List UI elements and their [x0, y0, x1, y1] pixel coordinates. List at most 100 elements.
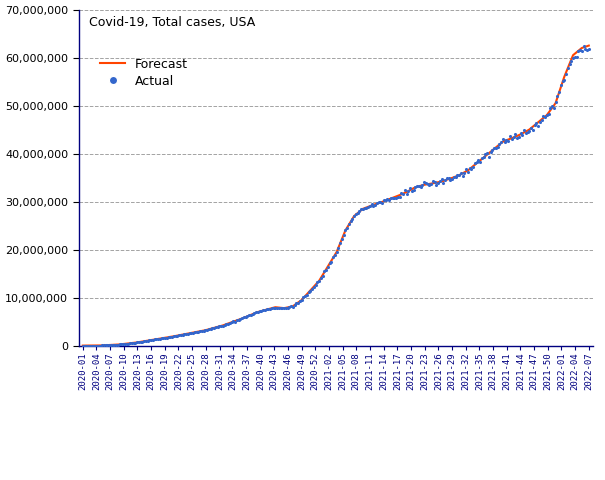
Actual: [442, 174, 452, 182]
Actual: [321, 266, 331, 274]
Actual: [378, 199, 387, 206]
Actual: [204, 325, 214, 333]
Actual: [430, 178, 440, 185]
Actual: [514, 133, 523, 141]
Text: Covid-19, Total cases, USA: Covid-19, Total cases, USA: [89, 16, 255, 29]
Actual: [563, 64, 572, 72]
Actual: [400, 187, 410, 194]
Actual: [307, 285, 317, 292]
Actual: [551, 98, 560, 106]
Actual: [493, 143, 503, 151]
Actual: [407, 187, 417, 194]
Actual: [100, 341, 110, 349]
Actual: [97, 342, 107, 349]
Actual: [374, 198, 384, 206]
Actual: [164, 334, 174, 341]
Actual: [172, 332, 182, 339]
Actual: [280, 304, 289, 312]
Actual: [192, 328, 201, 336]
Actual: [515, 130, 525, 137]
Actual: [427, 180, 436, 188]
Actual: [439, 179, 448, 187]
Actual: [507, 136, 517, 144]
Actual: [132, 338, 142, 346]
Actual: [123, 340, 133, 348]
Actual: [466, 165, 476, 172]
Actual: [264, 305, 273, 313]
Actual: [517, 131, 527, 138]
Actual: [113, 341, 123, 348]
Actual: [241, 313, 250, 321]
Actual: [511, 131, 520, 138]
Actual: [244, 312, 254, 319]
Actual: [564, 60, 574, 68]
Actual: [454, 171, 464, 179]
Actual: [215, 323, 224, 330]
Actual: [146, 336, 156, 344]
Actual: [315, 277, 324, 285]
Actual: [272, 304, 282, 312]
Actual: [528, 127, 538, 134]
Actual: [342, 224, 352, 231]
Actual: [206, 325, 215, 333]
Actual: [143, 337, 152, 345]
Actual: [208, 324, 217, 332]
Actual: [440, 176, 450, 184]
Actual: [145, 336, 154, 344]
Actual: [148, 336, 158, 344]
Actual: [497, 139, 506, 146]
Actual: [453, 171, 462, 179]
Actual: [365, 202, 374, 210]
Actual: [447, 175, 457, 183]
Actual: [462, 166, 471, 173]
Actual: [554, 88, 564, 96]
Actual: [325, 260, 335, 267]
Actual: [479, 153, 489, 161]
Actual: [417, 181, 427, 189]
Actual: [413, 182, 422, 190]
Actual: [370, 201, 380, 208]
Actual: [346, 217, 356, 225]
Actual: [540, 113, 550, 120]
Actual: [104, 341, 114, 349]
Actual: [125, 339, 135, 347]
Actual: [333, 244, 343, 252]
Actual: [379, 197, 389, 204]
Actual: [197, 327, 207, 335]
Forecast: [384, 197, 391, 203]
Actual: [248, 311, 258, 318]
Actual: [579, 42, 589, 50]
Actual: [480, 151, 490, 158]
Actual: [486, 148, 495, 156]
Forecast: [198, 328, 206, 334]
Actual: [368, 203, 378, 210]
Actual: [162, 334, 172, 341]
Actual: [180, 331, 189, 338]
Actual: [149, 336, 159, 343]
Actual: [509, 133, 518, 141]
Actual: [96, 342, 105, 349]
Actual: [136, 338, 145, 346]
Actual: [83, 342, 93, 349]
Actual: [309, 283, 319, 291]
Actual: [358, 205, 368, 213]
Actual: [257, 307, 266, 315]
Actual: [584, 45, 594, 52]
Actual: [335, 239, 345, 247]
Actual: [381, 196, 390, 204]
Actual: [546, 105, 555, 112]
Actual: [137, 338, 147, 346]
Actual: [362, 204, 371, 212]
Actual: [525, 128, 534, 135]
Actual: [270, 304, 280, 312]
Actual: [433, 180, 443, 187]
Actual: [428, 178, 438, 185]
Actual: [255, 308, 264, 315]
Actual: [286, 302, 296, 310]
Actual: [122, 340, 131, 348]
Actual: [472, 158, 482, 166]
Actual: [120, 340, 129, 348]
Actual: [347, 215, 357, 223]
Actual: [262, 305, 272, 313]
Actual: [258, 306, 268, 314]
